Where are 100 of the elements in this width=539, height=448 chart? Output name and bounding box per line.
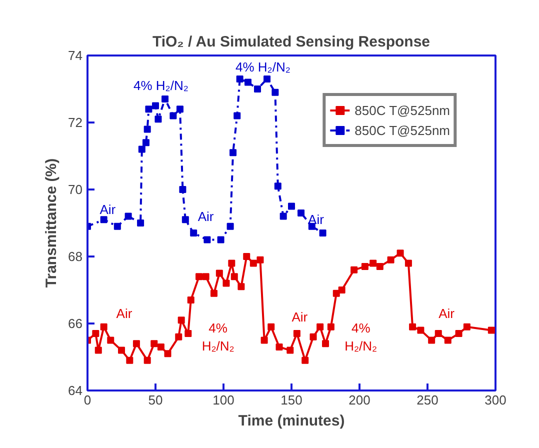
annotation: 4% H₂/N₂ bbox=[134, 78, 188, 94]
point bbox=[184, 330, 192, 338]
point bbox=[322, 340, 329, 348]
annotation: Air bbox=[116, 306, 133, 321]
point bbox=[455, 330, 462, 338]
legend-label: 850C T@525nm bbox=[354, 102, 450, 118]
x-axis-title: Time (minutes) bbox=[238, 412, 345, 430]
annotation: 4% H₂/N₂ bbox=[202, 320, 234, 354]
y-tick-label: 66 bbox=[68, 316, 83, 331]
y-tick-label: 68 bbox=[68, 249, 83, 264]
point bbox=[150, 340, 158, 348]
annotation: Air bbox=[292, 309, 308, 324]
point bbox=[256, 256, 264, 264]
point bbox=[230, 149, 237, 156]
point bbox=[327, 323, 334, 330]
point bbox=[332, 290, 340, 297]
point bbox=[244, 78, 252, 86]
annotation: Air bbox=[308, 212, 325, 228]
point bbox=[216, 270, 223, 277]
point bbox=[396, 250, 404, 257]
point bbox=[170, 112, 177, 120]
x-tick-label: 300 bbox=[484, 392, 506, 408]
point bbox=[319, 230, 326, 237]
point bbox=[217, 236, 224, 244]
legend-label: 850C T@525nm bbox=[354, 122, 450, 138]
point bbox=[338, 286, 346, 294]
point bbox=[428, 336, 436, 344]
point bbox=[293, 330, 300, 338]
point bbox=[164, 350, 172, 358]
point bbox=[243, 253, 250, 260]
point bbox=[230, 273, 238, 280]
point bbox=[190, 230, 198, 237]
annotation: 4% H₂/N₂ bbox=[344, 320, 378, 354]
point bbox=[276, 343, 283, 350]
point bbox=[152, 102, 159, 110]
point bbox=[350, 266, 358, 274]
y-tick-label: 64 bbox=[68, 383, 83, 398]
point bbox=[118, 346, 125, 354]
point bbox=[228, 260, 236, 267]
point bbox=[254, 86, 261, 92]
point bbox=[132, 340, 140, 348]
x-tick-label: 150 bbox=[280, 392, 302, 408]
point bbox=[288, 202, 295, 210]
point bbox=[107, 336, 114, 344]
point bbox=[144, 356, 151, 364]
point bbox=[310, 333, 317, 340]
point bbox=[204, 236, 211, 244]
point bbox=[142, 139, 150, 146]
point bbox=[264, 75, 271, 82]
point bbox=[272, 88, 279, 96]
point bbox=[175, 333, 182, 340]
point bbox=[361, 263, 368, 270]
y-tick-label: 70 bbox=[68, 182, 83, 197]
point bbox=[124, 212, 132, 220]
point bbox=[157, 343, 164, 350]
point bbox=[137, 220, 144, 226]
point bbox=[100, 216, 108, 224]
x-tick-label: 250 bbox=[416, 392, 438, 408]
point bbox=[286, 346, 294, 354]
point bbox=[370, 260, 377, 267]
point bbox=[236, 75, 244, 82]
y-tick-label: 72 bbox=[68, 115, 83, 130]
point bbox=[187, 296, 194, 304]
point bbox=[376, 263, 384, 270]
point bbox=[417, 326, 424, 334]
point bbox=[316, 323, 324, 330]
point bbox=[92, 330, 100, 338]
point bbox=[210, 290, 218, 297]
x-tick-label: 200 bbox=[348, 392, 370, 408]
point bbox=[226, 222, 234, 230]
annotation: Air bbox=[198, 208, 214, 224]
point bbox=[409, 323, 416, 330]
point bbox=[387, 256, 394, 264]
point bbox=[196, 273, 203, 280]
point bbox=[234, 112, 241, 120]
point bbox=[202, 273, 210, 280]
annotation: 4% H₂/N₂ bbox=[236, 60, 290, 75]
point bbox=[444, 336, 452, 344]
point bbox=[144, 126, 151, 133]
point bbox=[463, 323, 470, 330]
point bbox=[179, 186, 186, 193]
y-tick-label: 74 bbox=[68, 48, 83, 63]
y-axis-title: Transmittance (%) bbox=[43, 158, 60, 288]
chart-title: TiO₂ / Au Simulated Sensing Response bbox=[152, 34, 430, 50]
point bbox=[238, 283, 245, 290]
point bbox=[404, 260, 412, 267]
point bbox=[250, 260, 257, 267]
point bbox=[162, 96, 169, 103]
point bbox=[114, 222, 121, 230]
point bbox=[298, 209, 305, 216]
point bbox=[302, 356, 309, 364]
point bbox=[222, 280, 230, 287]
point bbox=[145, 106, 152, 113]
annotation: Air bbox=[438, 306, 456, 321]
point bbox=[488, 326, 495, 334]
x-tick-label: 100 bbox=[212, 392, 234, 408]
annotation: Air bbox=[100, 202, 116, 218]
point bbox=[154, 116, 162, 123]
point bbox=[182, 216, 189, 224]
point bbox=[94, 346, 102, 354]
